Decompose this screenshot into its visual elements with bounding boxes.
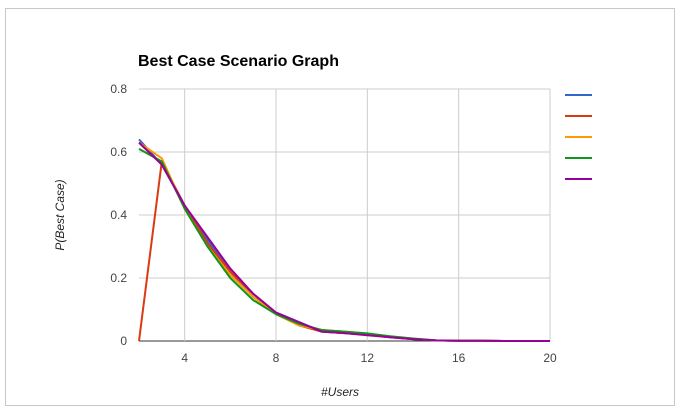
series-lines <box>138 138 550 342</box>
chart-title: Best Case Scenario Graph <box>138 53 339 70</box>
y-axis-label: P(Best Case) <box>53 179 67 250</box>
series-line-1 <box>138 138 550 342</box>
y-tick-label: 0.2 <box>110 271 127 285</box>
series-line-4 <box>138 148 550 342</box>
x-tick-label: 4 <box>181 351 188 365</box>
y-tick-label: 0 <box>120 334 127 348</box>
legend <box>565 94 592 180</box>
grid-lines <box>139 88 551 342</box>
x-tick-label: 20 <box>543 351 557 365</box>
x-tick-label: 8 <box>273 351 280 365</box>
x-axis-label: #Users <box>321 385 359 399</box>
y-tick-label: 0.6 <box>110 145 127 159</box>
y-tick-label: 0.8 <box>110 82 127 96</box>
chart-frame <box>5 8 675 406</box>
y-tick-labels: 0 0.2 0.4 0.6 0.8 <box>110 82 127 348</box>
series-line-2 <box>138 160 550 342</box>
series-line-5 <box>138 141 550 342</box>
y-tick-label: 0.4 <box>110 208 127 222</box>
series-line-3 <box>138 141 550 342</box>
x-tick-label: 12 <box>361 351 375 365</box>
x-tick-label: 16 <box>452 351 466 365</box>
x-tick-labels: 4 8 12 16 20 <box>181 351 557 365</box>
